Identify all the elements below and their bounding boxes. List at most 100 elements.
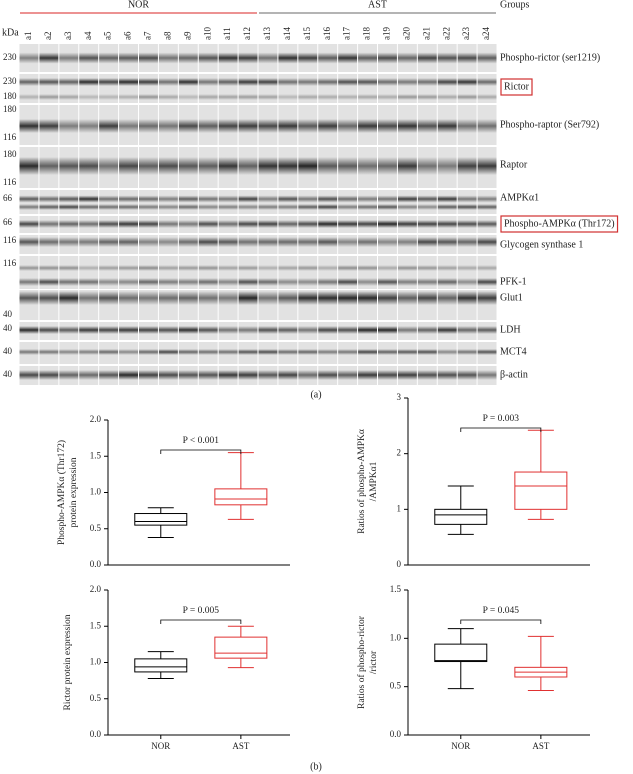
lane-label: a18 (362, 27, 372, 40)
band (19, 195, 39, 203)
band (178, 265, 198, 271)
box (134, 513, 188, 526)
band (358, 52, 377, 64)
band (238, 237, 258, 247)
band (457, 291, 477, 305)
band (119, 52, 138, 64)
unit-label: kDa (2, 27, 19, 38)
band (119, 204, 138, 210)
band (19, 157, 39, 175)
band (397, 52, 417, 64)
band (298, 157, 318, 175)
band (437, 204, 457, 210)
y-tick-label: 1.5 (90, 450, 102, 460)
band (238, 52, 258, 64)
band (218, 326, 238, 334)
band (258, 94, 278, 100)
band (318, 119, 338, 133)
band (59, 237, 79, 247)
band (417, 94, 437, 100)
band (318, 157, 338, 175)
band (59, 204, 79, 210)
band (258, 204, 278, 210)
band (358, 195, 377, 203)
band (198, 78, 218, 86)
band (278, 326, 298, 334)
band (378, 119, 397, 133)
band (238, 278, 258, 286)
band (39, 52, 59, 64)
box (214, 636, 268, 659)
band (218, 349, 238, 355)
band (19, 119, 39, 133)
band (158, 265, 178, 271)
band (378, 78, 397, 86)
band (119, 370, 138, 380)
highlight-box (500, 215, 619, 233)
band (198, 237, 218, 247)
band (198, 370, 218, 380)
box (214, 488, 268, 506)
marker-label: 40 (3, 346, 13, 356)
band (378, 349, 397, 355)
band (457, 349, 477, 355)
y-tick-label: 0 (397, 559, 402, 569)
band (278, 220, 298, 228)
band (397, 94, 417, 100)
band (158, 278, 178, 286)
band (139, 237, 158, 247)
band (358, 237, 377, 247)
band (437, 195, 457, 203)
band (238, 349, 258, 355)
band (338, 119, 358, 133)
band (59, 157, 79, 175)
band (417, 195, 437, 203)
lane-label: a17 (342, 27, 352, 40)
band (99, 220, 119, 228)
band (139, 370, 158, 380)
band (318, 52, 338, 64)
band (298, 291, 318, 305)
band (318, 204, 338, 210)
band (358, 326, 377, 334)
band (139, 157, 158, 175)
band (358, 204, 377, 210)
band (178, 157, 198, 175)
y-tick-label: 1.5 (390, 584, 402, 594)
band (457, 204, 477, 210)
band (318, 78, 338, 86)
y-axis-label: protein expression (69, 457, 79, 527)
band (178, 78, 198, 86)
lane-label: a19 (382, 27, 392, 40)
band (397, 220, 417, 228)
band (178, 370, 198, 380)
y-tick-label: 0.5 (90, 523, 102, 533)
band (338, 78, 358, 86)
band (79, 349, 99, 355)
band (178, 237, 198, 247)
band (397, 157, 417, 175)
lane-label: a10 (202, 27, 212, 40)
significance-bracket (460, 427, 542, 432)
lane-label: a20 (401, 27, 411, 40)
band (238, 94, 258, 100)
band (457, 278, 477, 286)
band (178, 52, 198, 64)
band (437, 52, 457, 64)
band (437, 220, 457, 228)
band (99, 265, 119, 271)
band (417, 265, 437, 271)
band (417, 370, 437, 380)
band (417, 157, 437, 175)
box (514, 471, 568, 510)
band (238, 220, 258, 228)
annotation: P = 0.045 (483, 606, 520, 616)
protein-label: PFK-1 (500, 276, 527, 287)
band (19, 326, 39, 334)
band (278, 119, 298, 133)
band (79, 204, 99, 210)
y-tick-label: 2.0 (90, 414, 102, 424)
band (457, 237, 477, 247)
band (278, 370, 298, 380)
